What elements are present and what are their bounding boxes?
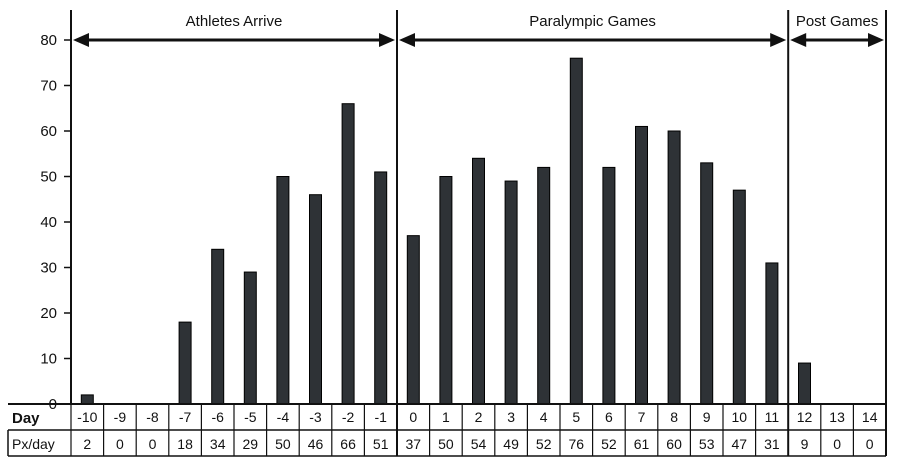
y-tick-label: 50 — [40, 169, 57, 186]
bar — [798, 362, 811, 405]
x-tick-label: 9 — [703, 409, 711, 425]
data-table: DayPx/day-102-90-80-718-634-529-450-346-… — [7, 403, 887, 457]
data-label: 52 — [601, 436, 617, 452]
x-tick-label: 8 — [670, 409, 678, 425]
data-label: 52 — [536, 436, 552, 452]
x-tick-label: 13 — [829, 409, 845, 425]
data-label: 18 — [177, 436, 193, 452]
bar — [765, 262, 779, 405]
x-tick-label: 4 — [540, 409, 548, 425]
data-label: 2 — [83, 436, 91, 452]
x-tick-label: 0 — [409, 409, 417, 425]
bar — [178, 321, 192, 405]
data-label: 49 — [503, 436, 519, 452]
phase-arrow-head-right — [770, 33, 787, 47]
data-label: 50 — [438, 436, 454, 452]
bar — [439, 176, 453, 405]
data-label: 61 — [634, 436, 650, 452]
bar — [602, 166, 616, 405]
data-label: 51 — [373, 436, 389, 452]
x-tick-label: -1 — [374, 409, 387, 425]
data-label: 34 — [210, 436, 226, 452]
x-tick-label: 10 — [732, 409, 748, 425]
data-label: 29 — [243, 436, 259, 452]
y-tick-label: 40 — [40, 214, 57, 231]
bar — [732, 189, 746, 405]
x-tick-label: -8 — [146, 409, 159, 425]
bar — [537, 166, 551, 405]
data-label: 9 — [801, 436, 809, 452]
bars — [80, 57, 811, 405]
phase-label: Post Games — [796, 13, 879, 30]
phase-arrow-head-left — [73, 33, 89, 47]
x-tick-label: -4 — [277, 409, 290, 425]
bar — [374, 171, 388, 405]
data-label: 0 — [149, 436, 157, 452]
x-tick-label: -3 — [309, 409, 322, 425]
x-tick-label: 6 — [605, 409, 613, 425]
x-tick-label: -6 — [211, 409, 224, 425]
data-label: 76 — [569, 436, 585, 452]
x-tick-label: -9 — [114, 409, 127, 425]
x-tick-label: 12 — [797, 409, 813, 425]
bar — [341, 103, 355, 405]
bar — [700, 162, 714, 405]
table-row-label-px: Px/day — [12, 436, 55, 452]
x-tick-label: 1 — [442, 409, 450, 425]
data-label: 53 — [699, 436, 715, 452]
bar — [406, 235, 420, 405]
data-label: 47 — [732, 436, 748, 452]
data-label: 54 — [471, 436, 487, 452]
bar — [635, 125, 648, 405]
x-tick-label: -2 — [342, 409, 355, 425]
phase-arrow-head-right — [379, 33, 395, 47]
y-tick-label: 80 — [40, 32, 57, 49]
data-label: 0 — [833, 436, 841, 452]
bar — [667, 130, 681, 405]
phase-label: Paralympic Games — [529, 13, 656, 30]
bar — [569, 57, 583, 405]
bar — [211, 248, 225, 405]
data-label: 66 — [340, 436, 356, 452]
phase-label: Athletes Arrive — [186, 13, 283, 30]
bar — [276, 176, 290, 405]
x-tick-label: 5 — [572, 409, 580, 425]
table-row-label-day: Day — [12, 410, 40, 427]
bar — [80, 394, 94, 405]
x-tick-label: -10 — [77, 409, 97, 425]
bar — [243, 271, 257, 405]
phase-arrow-head-right — [868, 33, 884, 47]
bar — [472, 157, 485, 405]
y-tick-label: 10 — [40, 351, 57, 368]
bar — [309, 194, 322, 405]
x-tick-label: 3 — [507, 409, 515, 425]
y-tick-label: 70 — [40, 78, 57, 95]
y-tick-label: 20 — [40, 305, 57, 322]
phase-arrow-head-left — [399, 33, 415, 47]
x-tick-label: 11 — [765, 409, 780, 425]
x-tick-label: -7 — [179, 409, 192, 425]
y-tick-label: 60 — [40, 123, 57, 140]
data-label: 31 — [764, 436, 780, 452]
y-tick-label: 30 — [40, 260, 57, 277]
data-label: 37 — [406, 436, 422, 452]
x-tick-label: 2 — [475, 409, 483, 425]
data-label: 50 — [275, 436, 291, 452]
phase-arrow-head-left — [790, 33, 807, 47]
data-label: 0 — [866, 436, 874, 452]
x-tick-label: 7 — [638, 409, 646, 425]
phase-annotations: Athletes Arrive Paralympic Games Post Game… — [73, 10, 887, 456]
x-tick-label: 14 — [862, 409, 878, 425]
bar — [504, 180, 518, 405]
data-label: 46 — [308, 436, 324, 452]
data-label: 0 — [116, 436, 124, 452]
x-tick-label: -5 — [244, 409, 257, 425]
data-label: 60 — [666, 436, 682, 452]
y-axis: 01020304050607080 — [40, 10, 72, 413]
